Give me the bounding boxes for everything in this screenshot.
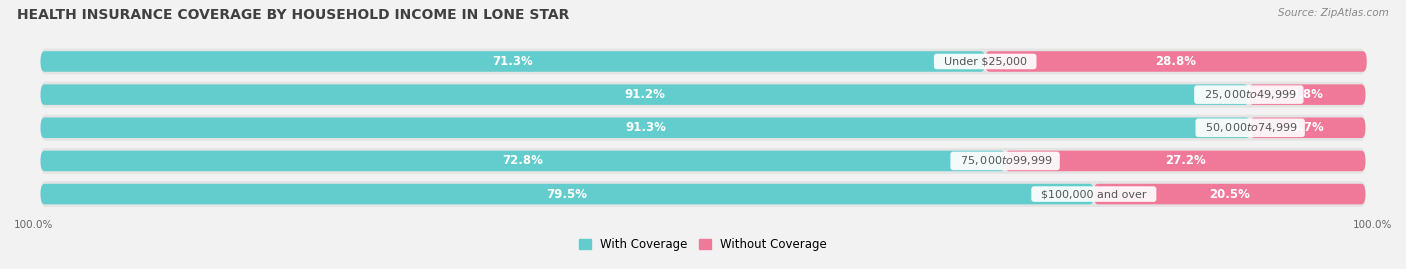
FancyBboxPatch shape [1094, 184, 1365, 204]
Text: 27.2%: 27.2% [1166, 154, 1205, 167]
FancyBboxPatch shape [986, 51, 1367, 72]
Text: HEALTH INSURANCE COVERAGE BY HOUSEHOLD INCOME IN LONE STAR: HEALTH INSURANCE COVERAGE BY HOUSEHOLD I… [17, 8, 569, 22]
Text: 20.5%: 20.5% [1209, 187, 1250, 201]
Text: $75,000 to $99,999: $75,000 to $99,999 [953, 154, 1057, 167]
FancyBboxPatch shape [41, 151, 1005, 171]
Text: 100.0%: 100.0% [14, 220, 53, 230]
Text: 91.3%: 91.3% [624, 121, 666, 134]
Text: 28.8%: 28.8% [1156, 55, 1197, 68]
FancyBboxPatch shape [41, 181, 1365, 207]
FancyBboxPatch shape [1249, 84, 1365, 105]
Text: $50,000 to $74,999: $50,000 to $74,999 [1198, 121, 1302, 134]
Text: Source: ZipAtlas.com: Source: ZipAtlas.com [1278, 8, 1389, 18]
FancyBboxPatch shape [41, 115, 1365, 141]
Text: Under $25,000: Under $25,000 [936, 56, 1033, 66]
Legend: With Coverage, Without Coverage: With Coverage, Without Coverage [574, 233, 832, 256]
FancyBboxPatch shape [41, 82, 1365, 108]
FancyBboxPatch shape [41, 118, 1250, 138]
Text: 100.0%: 100.0% [1353, 220, 1392, 230]
FancyBboxPatch shape [1250, 118, 1365, 138]
Text: 8.8%: 8.8% [1291, 88, 1323, 101]
Text: $100,000 and over: $100,000 and over [1033, 189, 1153, 199]
Text: $25,000 to $49,999: $25,000 to $49,999 [1197, 88, 1301, 101]
Text: 8.7%: 8.7% [1292, 121, 1324, 134]
Text: 71.3%: 71.3% [492, 55, 533, 68]
FancyBboxPatch shape [41, 49, 1365, 75]
Text: 72.8%: 72.8% [502, 154, 543, 167]
FancyBboxPatch shape [1005, 151, 1365, 171]
FancyBboxPatch shape [41, 184, 1094, 204]
FancyBboxPatch shape [41, 51, 986, 72]
Text: 91.2%: 91.2% [624, 88, 665, 101]
FancyBboxPatch shape [41, 148, 1365, 174]
Text: 79.5%: 79.5% [547, 187, 588, 201]
FancyBboxPatch shape [41, 84, 1249, 105]
